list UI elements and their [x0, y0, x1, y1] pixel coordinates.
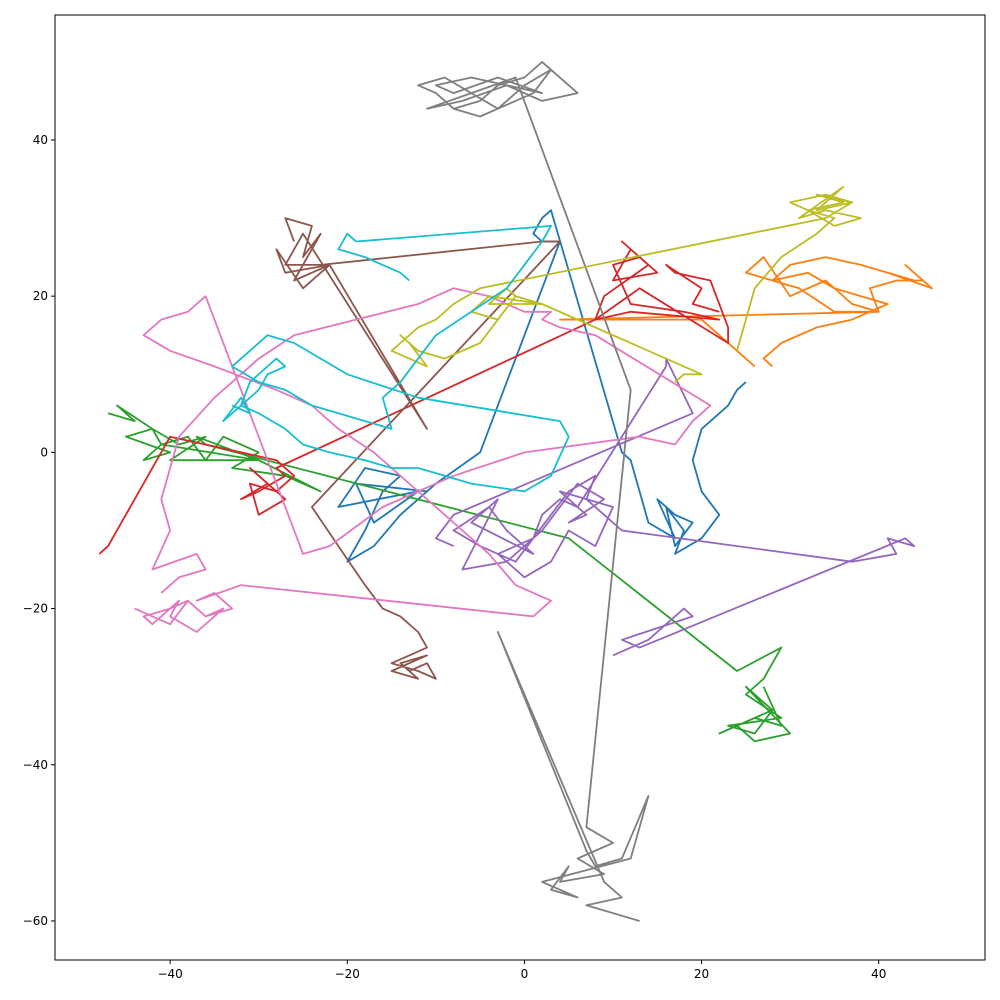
series-line-4 — [98, 240, 729, 555]
y-tick-label: −20 — [23, 602, 48, 616]
x-tick-label: −20 — [335, 967, 360, 981]
x-tick-label: 40 — [871, 967, 886, 981]
y-tick-label: −60 — [23, 914, 48, 928]
y-tick-label: 40 — [33, 133, 48, 147]
series-line-7 — [134, 287, 712, 633]
y-tick-label: −40 — [23, 758, 48, 772]
series-line-1 — [337, 209, 747, 563]
y-tick-label: 0 — [40, 445, 48, 459]
series-line-8 — [417, 61, 650, 922]
series-layer — [98, 61, 933, 922]
x-tick-label: 0 — [521, 967, 529, 981]
series-line-2 — [559, 256, 933, 368]
x-tick-label: −40 — [157, 967, 182, 981]
series-line-6 — [275, 217, 561, 680]
series-line-5 — [434, 357, 915, 657]
axis-layer: −40 −20 0 20 40 −60 −40 −20 0 20 40 — [23, 133, 887, 981]
x-tick-label: 20 — [694, 967, 709, 981]
series-line-9 — [390, 185, 862, 383]
plot-frame — [54, 14, 986, 961]
series-line-3 — [107, 404, 791, 743]
y-tick-label: 20 — [33, 289, 48, 303]
series-line-10 — [222, 224, 570, 493]
